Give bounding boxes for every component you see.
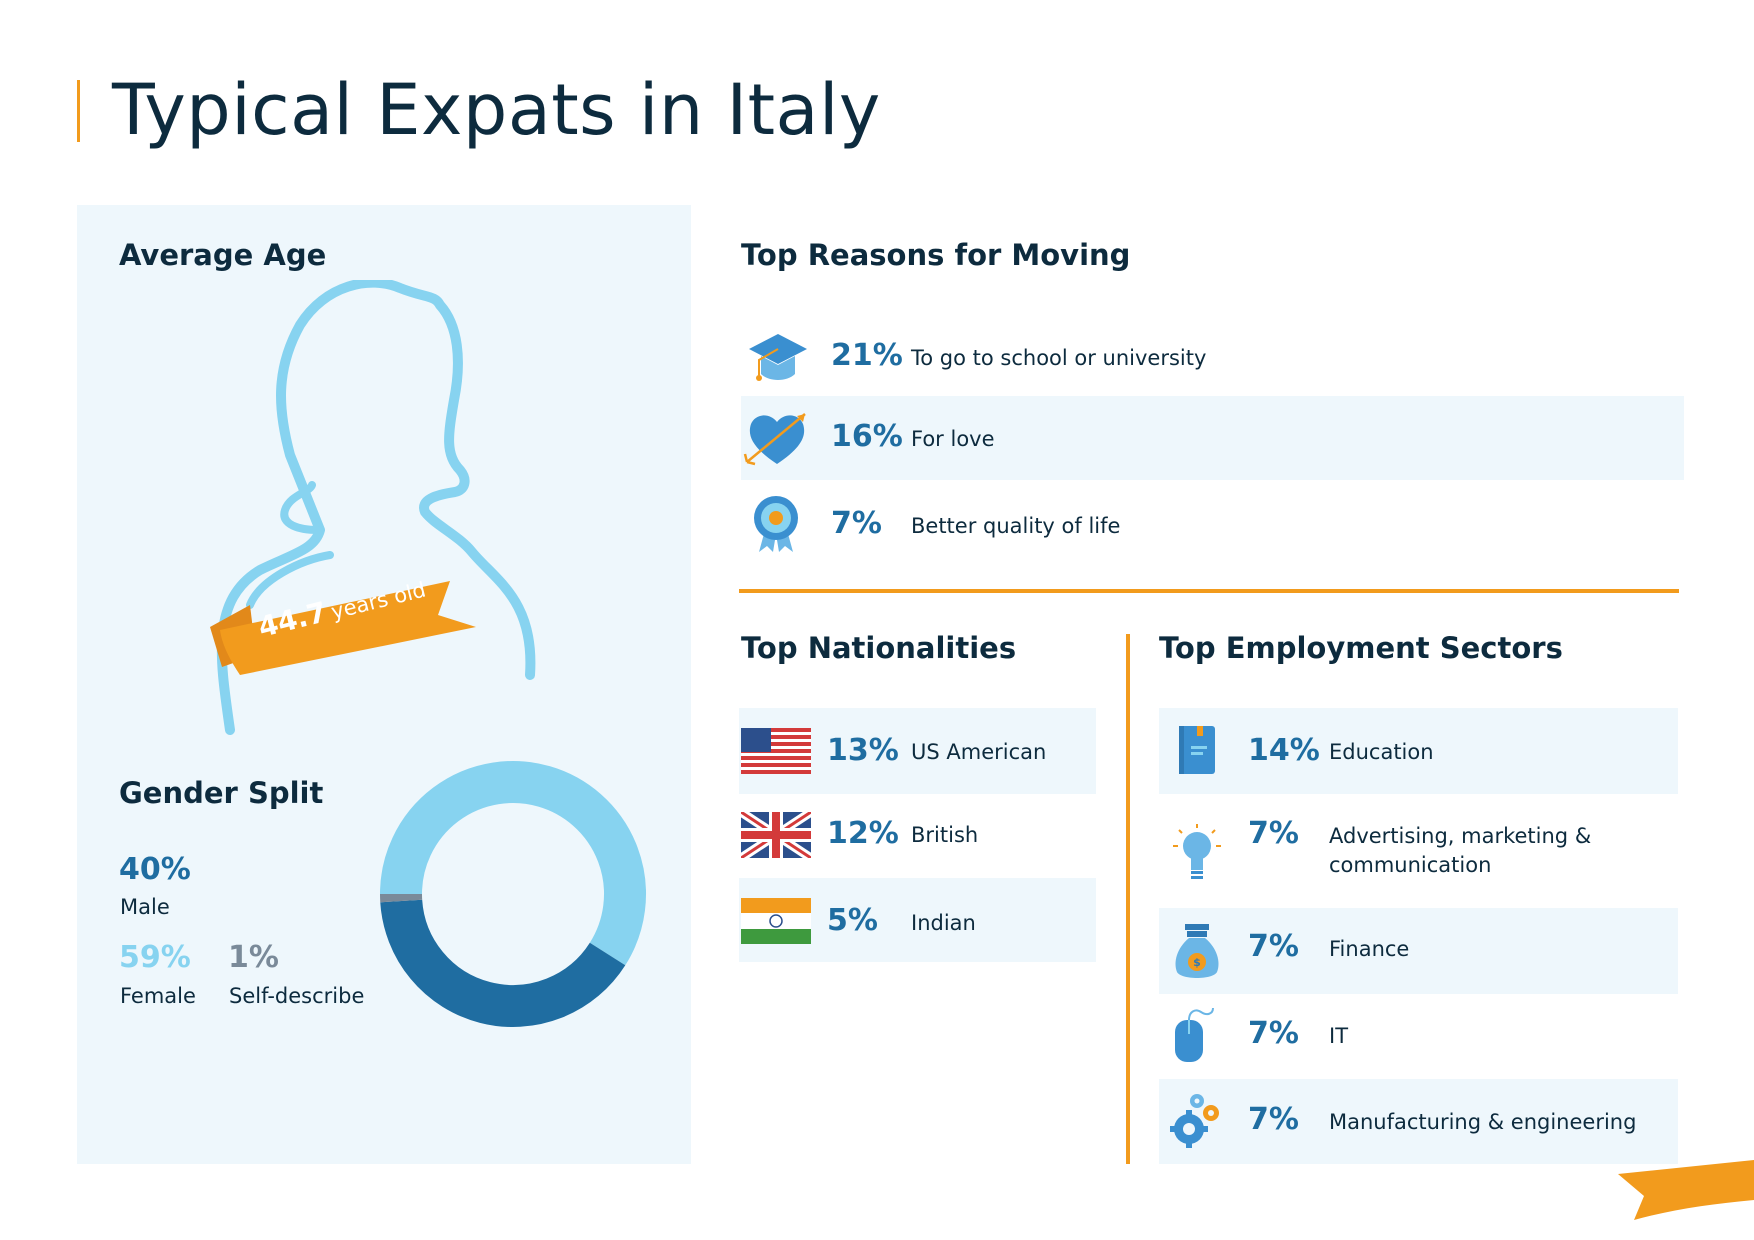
sector-row: 7% Manufacturing & engineering — [1159, 1079, 1678, 1164]
sector-percent: 7% — [1248, 816, 1299, 851]
nationality-percent: 5% — [827, 903, 878, 938]
sector-percent: 14% — [1248, 733, 1320, 768]
reason-percent: 7% — [831, 506, 882, 541]
graduation-cap-icon — [749, 334, 807, 381]
male-percent: 40% — [119, 852, 191, 887]
sector-row: 7% Advertising, marketing & communicatio… — [1159, 796, 1678, 906]
female-percent: 59% — [119, 940, 191, 975]
reason-label: For love — [911, 427, 995, 451]
sector-label-line2: communication — [1329, 853, 1492, 877]
title-accent-bar — [77, 80, 80, 142]
reasons-heading: Top Reasons for Moving — [741, 238, 1131, 272]
reason-row: 7% Better quality of life — [741, 484, 1684, 564]
uk-flag-icon — [741, 812, 811, 858]
sector-label: Manufacturing & engineering — [1329, 1110, 1637, 1134]
sector-row: 14% Education — [1159, 708, 1678, 794]
lightbulb-icon — [1173, 824, 1221, 879]
donut-slice-male — [380, 899, 626, 1027]
reason-row: 16% For love — [741, 396, 1684, 480]
nationality-percent: 12% — [827, 816, 899, 851]
india-flag-icon — [741, 898, 811, 944]
male-label: Male — [120, 895, 170, 919]
svg-text:$: $ — [1193, 956, 1201, 969]
gender-donut-chart — [380, 761, 646, 1027]
nationality-row: 13% US American — [739, 708, 1096, 794]
female-label: Female — [120, 984, 196, 1008]
sector-row: $ 7% Finance — [1159, 908, 1678, 994]
page-title: Typical Expats in Italy — [112, 69, 881, 151]
self-describe-label: Self-describe — [229, 984, 365, 1008]
sector-row: 7% IT — [1159, 996, 1678, 1076]
nationality-row: 5% Indian — [739, 878, 1096, 962]
reason-percent: 16% — [831, 419, 903, 454]
nationality-label: British — [911, 823, 979, 847]
us-flag-icon — [741, 728, 811, 774]
reason-label: Better quality of life — [911, 514, 1121, 538]
sector-percent: 7% — [1248, 929, 1299, 964]
sector-percent: 7% — [1248, 1016, 1299, 1051]
reason-row: 21% To go to school or university — [741, 320, 1684, 400]
computer-mouse-icon — [1175, 1008, 1214, 1062]
sector-label: Finance — [1329, 937, 1410, 961]
nationalities-heading: Top Nationalities — [741, 631, 1017, 665]
gears-icon — [1170, 1094, 1219, 1148]
rosette-icon — [754, 496, 798, 552]
nationality-label: Indian — [911, 911, 976, 935]
average-age-heading: Average Age — [119, 238, 327, 272]
book-icon — [1179, 726, 1215, 774]
age-ribbon-icon — [210, 581, 476, 675]
money-bag-icon: $ — [1175, 924, 1219, 978]
heart-arrow-icon — [743, 413, 806, 466]
nationality-percent: 13% — [827, 733, 899, 768]
sector-label: IT — [1329, 1024, 1349, 1048]
nationality-row: 12% British — [739, 796, 1096, 876]
sector-label: Education — [1329, 740, 1434, 764]
demographics-panel — [77, 205, 691, 1164]
sector-percent: 7% — [1248, 1102, 1299, 1137]
reason-label: To go to school or university — [911, 346, 1207, 370]
sectors-heading: Top Employment Sectors — [1159, 631, 1563, 665]
self-describe-percent: 1% — [228, 940, 279, 975]
sector-label: Advertising, marketing & — [1329, 824, 1592, 848]
corner-ribbon-icon — [1618, 1160, 1754, 1220]
section-divider — [739, 589, 1679, 593]
column-divider — [1126, 634, 1130, 1164]
donut-slice-female — [380, 761, 646, 966]
gender-split-heading: Gender Split — [119, 776, 324, 810]
woman-silhouette-icon — [216, 280, 536, 735]
nationality-label: US American — [911, 740, 1047, 764]
reason-percent: 21% — [831, 338, 903, 373]
